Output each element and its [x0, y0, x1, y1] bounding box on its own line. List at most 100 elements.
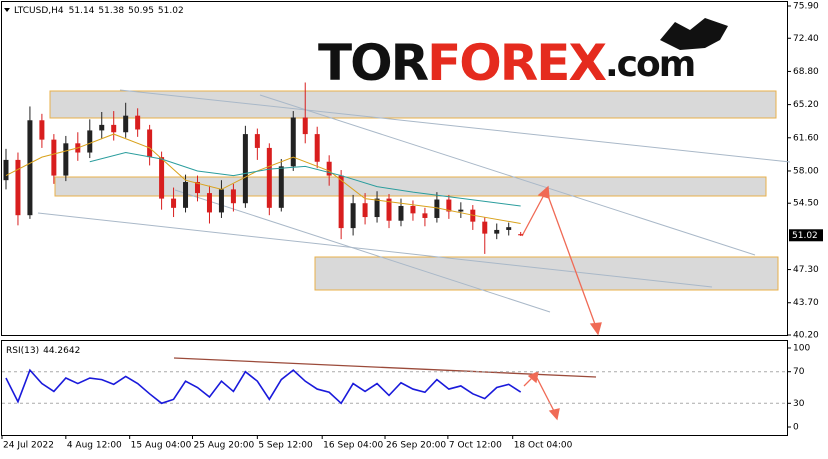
candle-body: [39, 120, 45, 140]
header-icon: [4, 8, 10, 12]
close-value: 51.02: [158, 6, 184, 16]
trend-line: [174, 189, 551, 313]
candle-body: [338, 175, 344, 229]
y-tick-label: 68.80: [793, 67, 819, 77]
candle-body: [3, 159, 9, 181]
candle-body: [434, 199, 440, 218]
candle-body: [159, 157, 165, 199]
x-tick-label: 18 Oct 04:00: [514, 441, 573, 451]
rsi-line: [5, 368, 522, 405]
rsi-value: 44.2642: [43, 346, 80, 356]
candle-body: [230, 189, 236, 204]
rsi-tick-label: 30: [793, 399, 805, 409]
moving-average: [89, 152, 521, 207]
price-marker-bg: [789, 229, 823, 242]
y-tick-label: 43.70: [793, 298, 819, 308]
trend-line: [37, 212, 713, 288]
trend-lines: [37, 89, 791, 313]
candle-body: [206, 193, 212, 213]
open-value: 51.14: [69, 6, 95, 16]
arrow-head: [589, 322, 602, 336]
candle-body: [63, 143, 69, 176]
y-tick-label: 72.40: [793, 34, 819, 44]
rsi-panel: [1, 340, 788, 436]
candle-body: [398, 205, 404, 221]
candle-body: [27, 120, 33, 216]
candle-body: [290, 117, 296, 167]
candle-body: [446, 199, 452, 212]
arrow-head: [548, 408, 560, 421]
x-tick-label: 15 Aug 04:00: [131, 441, 192, 451]
candle-body: [99, 124, 105, 131]
arrow-line: [521, 192, 546, 237]
candle-body: [15, 159, 21, 216]
x-tick-label: 7 Oct 12:00: [449, 441, 502, 451]
candle-body: [266, 147, 272, 208]
arrow-line: [535, 375, 556, 414]
candle-body: [350, 203, 356, 229]
candle-body: [111, 124, 117, 133]
arrow-line: [546, 192, 597, 328]
candle-body: [183, 182, 189, 208]
y-tick-label: 58.00: [793, 166, 819, 176]
candle-body: [135, 115, 141, 130]
candle-body: [51, 139, 57, 176]
arrow-head: [537, 185, 550, 199]
candle-body: [242, 134, 248, 204]
candle-body: [254, 134, 260, 148]
x-tick-label: 4 Aug 12:00: [67, 441, 122, 451]
y-tick-label: 40.20: [793, 331, 819, 341]
high-value: 51.38: [98, 6, 124, 16]
rsi-label: RSI(13): [6, 346, 39, 356]
trend-line: [119, 89, 791, 163]
rsi-tick-label: 0: [793, 423, 799, 433]
y-tick-label: 61.60: [793, 133, 819, 143]
x-tick-label: 24 Jul 2022: [3, 441, 54, 451]
logo-bull: [660, 18, 728, 50]
y-tick-label: 65.20: [793, 100, 819, 110]
candle-body: [362, 203, 368, 218]
candle-body: [147, 129, 153, 158]
logo-forex: FOREX: [427, 34, 606, 92]
rsi-trend-line: [173, 357, 597, 378]
candle-body: [218, 189, 224, 213]
symbol: LTCUSD,H4: [14, 6, 64, 16]
candle-body: [458, 209, 464, 212]
candle-body: [195, 182, 201, 194]
low-value: 50.95: [128, 6, 154, 16]
logo-tor: TOR: [318, 34, 429, 92]
x-tick-label: 26 Sep 20:00: [386, 441, 446, 451]
y-tick-label: 47.30: [793, 265, 819, 275]
rsi-tick-label: 70: [793, 367, 805, 377]
rsi-tick-label: 100: [793, 344, 810, 354]
candle-body: [278, 166, 284, 208]
candle-body: [326, 161, 332, 176]
y-tick-label: 75.90: [793, 2, 819, 12]
candle-body: [374, 198, 380, 218]
candle-body: [482, 221, 488, 234]
support-zone: [314, 256, 779, 291]
candle-body: [302, 117, 308, 135]
resistance-zone: [49, 90, 777, 119]
rsi-header: RSI(13) 44.2642: [6, 346, 80, 356]
candle-body: [422, 213, 428, 218]
y-tick-label: 54.50: [793, 199, 819, 209]
price-marker: 51.02: [792, 231, 818, 241]
forecast: [173, 185, 602, 421]
candle-body: [87, 130, 93, 153]
candle-body: [410, 205, 416, 214]
candle-body: [494, 229, 500, 234]
candle-body: [123, 115, 129, 133]
logo: TORFOREX.com: [318, 34, 694, 92]
x-tick-label: 16 Sep 04:00: [323, 441, 383, 451]
x-tick-label: 5 Sep 12:00: [258, 441, 313, 451]
logo-com: .com: [605, 44, 694, 85]
candle-body: [518, 234, 524, 236]
candle-body: [171, 198, 177, 208]
candle-body: [314, 134, 320, 162]
header: LTCUSD,H4 51.14 51.38 50.95 51.02: [14, 6, 184, 16]
candle-body: [386, 198, 392, 221]
trend-line: [259, 94, 756, 256]
